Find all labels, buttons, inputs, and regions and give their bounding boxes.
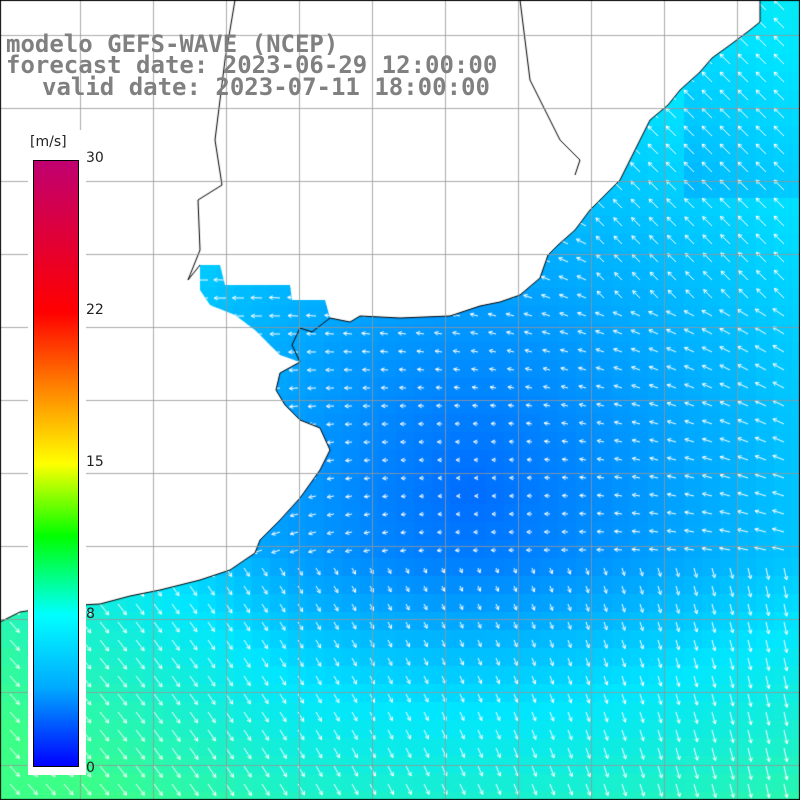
forecast-date: forecast date: 2023-06-29 12:00:00 [6, 51, 498, 79]
colorbar-unit: [m/s] [30, 134, 67, 150]
colorbar-tick-8: 8 [86, 606, 95, 622]
valid-date: valid date: 2023-07-11 18:00:00 [42, 73, 490, 101]
model-title: modelo GEFS-WAVE (NCEP) [6, 30, 339, 58]
colorbar-tick-22: 22 [86, 302, 104, 318]
colorbar-tick-15: 15 [86, 454, 104, 470]
colorbar-tick-30: 30 [86, 150, 104, 166]
colorbar-tick-0: 0 [86, 760, 95, 776]
colorbar [33, 160, 79, 767]
